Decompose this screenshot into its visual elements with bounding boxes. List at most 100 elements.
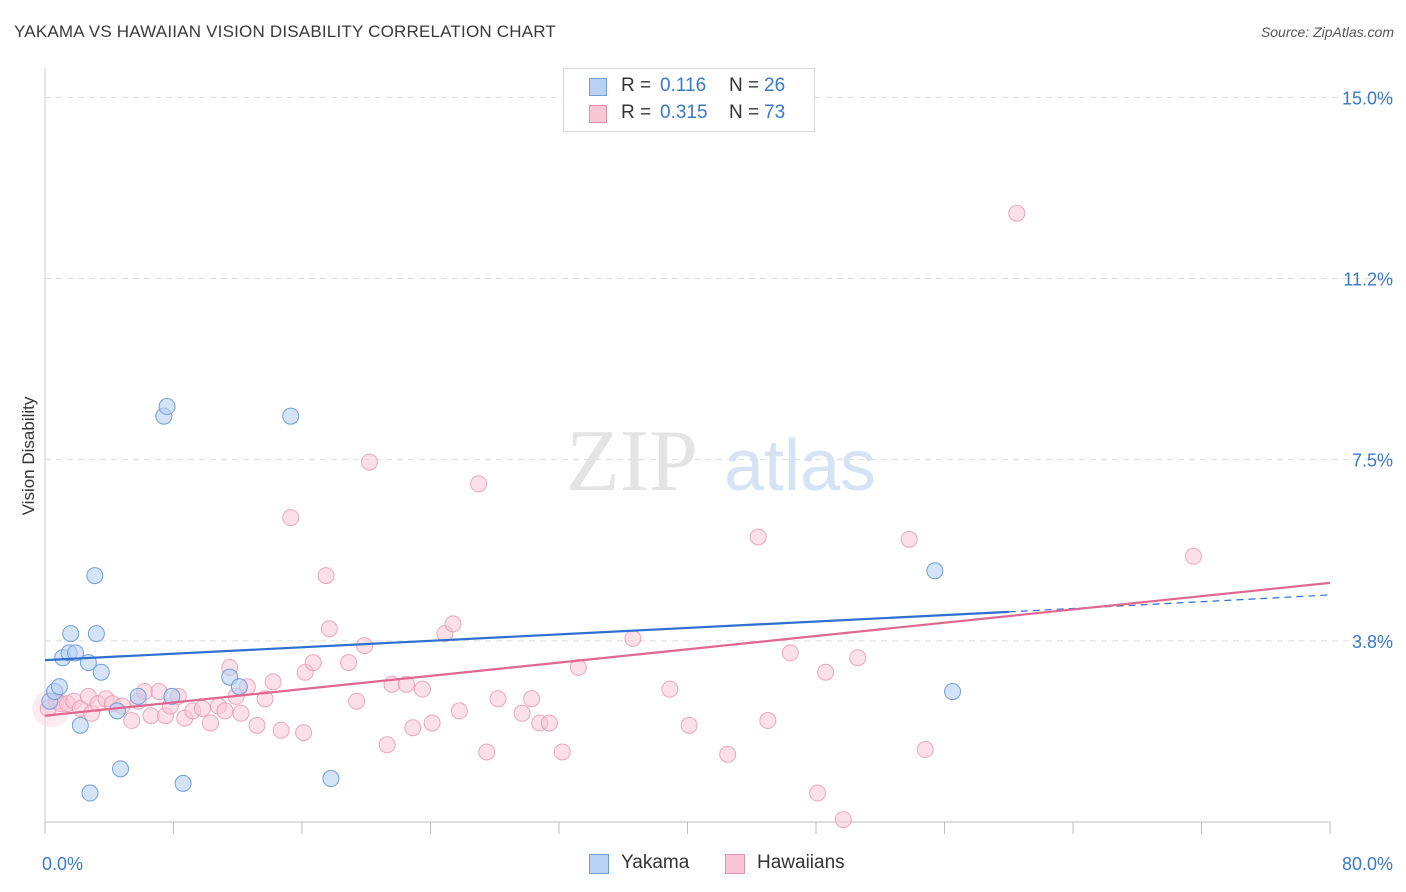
- x-tick-label: 0.0%: [42, 854, 83, 874]
- hawaiians-point: [216, 702, 234, 720]
- hawaiians-point: [569, 658, 587, 676]
- y-axis-title: Vision Disability: [19, 396, 38, 515]
- hawaiians-point: [356, 637, 374, 655]
- yakama-point: [86, 567, 104, 585]
- yakama-point: [108, 702, 126, 720]
- bottom-legend-yakama-swatch: [589, 854, 609, 874]
- yakama-r-value: 0.116: [660, 75, 707, 96]
- hawaiians-point: [781, 644, 799, 662]
- hawaiians-point: [478, 743, 496, 761]
- hawaiians-point: [809, 784, 827, 802]
- hawaiians-point: [759, 712, 777, 730]
- hawaiians-point: [304, 654, 322, 672]
- hawaiians-r-value: 0.315: [660, 102, 708, 123]
- y-tick-label: 3.8%: [1352, 632, 1393, 652]
- hawaiians-point: [513, 704, 531, 722]
- hawaiians-point: [553, 743, 571, 761]
- hawaiians-point: [404, 719, 422, 737]
- hawaiians-point: [817, 663, 835, 681]
- bottom-legend-hawaiians-swatch: [725, 854, 745, 874]
- yakama-point: [111, 760, 129, 778]
- hawaiians-trend-line: [44, 581, 1331, 717]
- watermark: ZIP atlas: [566, 413, 876, 510]
- yakama-point: [926, 562, 944, 580]
- y-tick-label: 15.0%: [1342, 88, 1393, 108]
- hawaiians-point: [1008, 204, 1026, 222]
- hawaiians-point: [680, 716, 698, 734]
- hawaiians-point: [470, 475, 488, 493]
- hawaiians-point: [1184, 547, 1202, 565]
- hawaiians-point: [661, 680, 679, 698]
- points-layer: [32, 204, 1202, 829]
- correlation-legend: R = 0.116 N = 26 R = 0.315 N = 73: [563, 68, 815, 132]
- hawaiians-point: [201, 714, 219, 732]
- yakama-point: [62, 625, 80, 643]
- yakama-n-value: 26: [764, 75, 786, 96]
- yakama-point: [129, 687, 147, 705]
- hawaiians-point: [834, 811, 852, 829]
- hawaiians-point: [320, 620, 338, 638]
- yakama-point: [71, 716, 89, 734]
- hawaiians-point: [360, 453, 378, 471]
- bottom-legend-hawaiians-label: Hawaiians: [757, 852, 845, 873]
- yakama-point: [92, 663, 110, 681]
- yakama-n-label: N =: [729, 75, 760, 96]
- hawaiians-point: [444, 615, 462, 633]
- chart-title: YAKAMA VS HAWAIIAN VISION DISABILITY COR…: [14, 22, 557, 41]
- yakama-swatch: [589, 78, 607, 96]
- hawaiians-point: [749, 528, 767, 546]
- tick-label-layer: 15.0% 11.2% 7.5% 3.8% 0.0% 80.0%: [42, 88, 1393, 874]
- y-axis-label-group: Vision Disability: [19, 396, 38, 515]
- hawaiians-point: [413, 680, 431, 698]
- hawaiians-point: [378, 736, 396, 754]
- y-tick-label: 7.5%: [1352, 451, 1393, 471]
- source-label: Source: ZipAtlas.com: [1260, 24, 1394, 40]
- hawaiians-point: [256, 690, 274, 708]
- yakama-point: [50, 678, 68, 696]
- watermark-atlas: atlas: [724, 426, 876, 506]
- yakama-point: [322, 770, 340, 788]
- hawaiians-point: [193, 699, 211, 717]
- hawaiians-point: [423, 714, 441, 732]
- hawaiians-point: [523, 690, 541, 708]
- yakama-point: [67, 644, 85, 662]
- hawaiians-n-label: N =: [729, 102, 760, 123]
- bottom-legend-yakama-label: Yakama: [621, 852, 690, 873]
- hawaiians-point: [900, 530, 918, 548]
- yakama-point: [158, 398, 176, 416]
- yakama-point: [163, 687, 181, 705]
- hawaiians-point: [624, 629, 642, 647]
- y-tick-label: 11.2%: [1343, 269, 1393, 289]
- yakama-point: [282, 407, 300, 425]
- watermark-zip: ZIP: [566, 413, 698, 510]
- yakama-point: [230, 678, 248, 696]
- hawaiians-point: [849, 649, 867, 667]
- hawaiians-point: [916, 741, 934, 759]
- hawaiians-point: [489, 690, 507, 708]
- hawaiians-point: [719, 745, 737, 763]
- yakama-r-label: R =: [621, 75, 652, 96]
- x-tick-label: 80.0%: [1342, 854, 1393, 874]
- hawaiians-point: [397, 675, 415, 693]
- hawaiians-point: [450, 702, 468, 720]
- hawaiians-point: [282, 509, 300, 527]
- hawaiians-point: [317, 567, 335, 585]
- hawaiians-point: [295, 724, 313, 742]
- yakama-point: [87, 625, 105, 643]
- hawaiians-point: [340, 654, 358, 672]
- hawaiians-swatch: [589, 105, 607, 123]
- hawaiians-point: [272, 721, 290, 739]
- hawaiians-r-label: R =: [621, 102, 652, 123]
- hawaiians-point: [264, 673, 282, 691]
- hawaiians-point: [142, 707, 160, 725]
- hawaiians-n-value: 73: [764, 102, 786, 123]
- yakama-point: [81, 784, 99, 802]
- trend-layer: [44, 581, 1331, 717]
- yakama-trend-line: [44, 610, 1009, 662]
- yakama-point: [174, 774, 192, 792]
- hawaiians-point: [348, 692, 366, 710]
- yakama-point: [944, 683, 962, 701]
- hawaiians-point: [248, 716, 266, 734]
- hawaiians-point: [232, 704, 250, 722]
- hawaiians-point: [123, 712, 141, 730]
